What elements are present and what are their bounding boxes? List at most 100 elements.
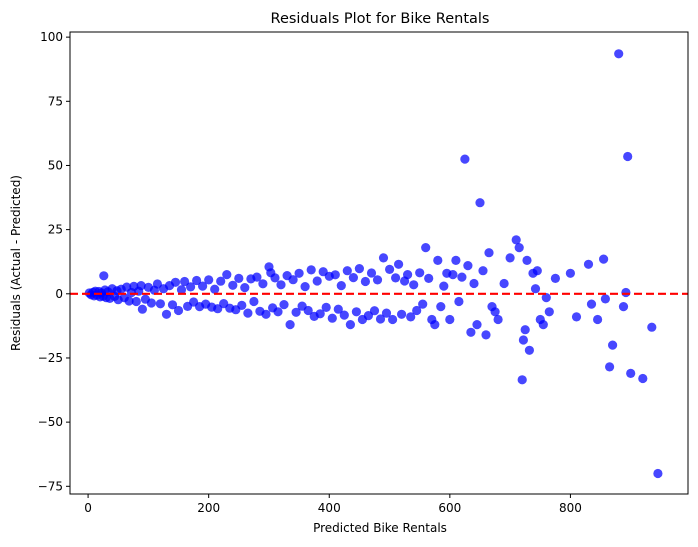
data-point: [99, 271, 109, 281]
data-point: [409, 280, 419, 290]
data-point: [300, 282, 310, 292]
y-tick-label: 25: [48, 223, 63, 237]
data-point: [360, 276, 370, 287]
data-point: [460, 154, 470, 164]
data-point: [653, 468, 663, 479]
data-point: [394, 259, 404, 269]
data-point: [538, 320, 548, 330]
data-point: [505, 253, 515, 263]
data-point: [647, 322, 657, 332]
data-point: [421, 243, 431, 253]
data-point: [478, 266, 488, 276]
data-point: [412, 305, 422, 316]
data-point: [228, 280, 238, 290]
data-point: [237, 300, 247, 310]
data-point: [448, 270, 458, 280]
data-point: [586, 299, 597, 309]
data-point: [131, 296, 141, 307]
data-point: [608, 340, 618, 350]
data-point: [315, 309, 325, 319]
data-point: [524, 345, 535, 355]
data-point: [222, 270, 232, 280]
data-point: [522, 255, 532, 265]
data-point: [375, 314, 386, 324]
data-point: [457, 272, 467, 282]
plot-frame: [69, 31, 689, 495]
data-point: [161, 309, 172, 319]
data-point: [403, 270, 413, 280]
data-point: [291, 307, 301, 317]
data-point: [490, 307, 500, 317]
data-point: [614, 49, 624, 59]
data-point: [541, 293, 551, 303]
data-point: [234, 273, 244, 283]
data-point: [351, 307, 361, 317]
data-point: [330, 270, 340, 280]
data-point: [605, 362, 615, 372]
data-point: [216, 276, 226, 286]
data-point: [276, 280, 286, 290]
data-point: [565, 268, 576, 278]
plot-area: [69, 31, 689, 495]
data-point: [493, 314, 503, 325]
data-point: [621, 287, 631, 298]
x-tick-label: 200: [197, 501, 220, 515]
data-point: [518, 335, 529, 345]
y-axis: −75 −50 −25 0 25 50 75 100: [38, 30, 70, 493]
y-tick-label: 50: [48, 158, 63, 172]
data-point: [176, 285, 187, 295]
data-point: [210, 284, 220, 294]
data-point: [170, 277, 181, 287]
x-tick-label: 600: [438, 501, 461, 515]
data-point: [530, 284, 541, 294]
data-point: [306, 265, 316, 275]
data-point: [520, 325, 530, 335]
data-point: [397, 309, 407, 319]
data-point: [618, 302, 629, 312]
data-point: [348, 273, 358, 283]
data-point: [433, 255, 443, 265]
chart-title: Residuals Plot for Bike Rentals: [271, 11, 490, 27]
data-point: [445, 314, 455, 325]
data-point: [285, 320, 295, 330]
data-point: [424, 273, 434, 283]
data-point: [167, 300, 178, 310]
data-point: [192, 275, 202, 286]
data-point: [288, 275, 298, 285]
data-point: [270, 273, 280, 283]
data-point: [599, 254, 609, 264]
data-point: [381, 308, 392, 318]
data-point: [366, 268, 377, 278]
data-point: [391, 273, 401, 283]
data-point: [600, 294, 611, 304]
data-point: [136, 281, 146, 291]
data-point: [186, 282, 196, 292]
data-point: [593, 314, 603, 325]
data-point: [173, 305, 184, 316]
data-point: [418, 299, 428, 309]
data-point: [517, 375, 527, 385]
scatter-points: [84, 49, 663, 479]
data-point: [339, 310, 349, 320]
data-point: [439, 281, 449, 291]
data-point: [363, 311, 373, 321]
data-point: [499, 278, 509, 289]
data-point: [436, 302, 446, 312]
data-point: [451, 255, 461, 265]
data-point: [454, 296, 464, 307]
data-point: [342, 266, 352, 276]
data-point: [137, 304, 147, 314]
data-point: [472, 320, 482, 330]
data-point: [312, 276, 322, 286]
data-point: [388, 314, 398, 325]
data-point: [544, 307, 554, 317]
data-point: [463, 261, 473, 271]
data-point: [258, 279, 268, 289]
data-point: [532, 266, 542, 276]
y-tick-label: 100: [40, 30, 63, 44]
data-point: [279, 300, 289, 310]
data-point: [638, 373, 648, 384]
data-point: [571, 312, 582, 322]
data-point: [249, 296, 259, 307]
